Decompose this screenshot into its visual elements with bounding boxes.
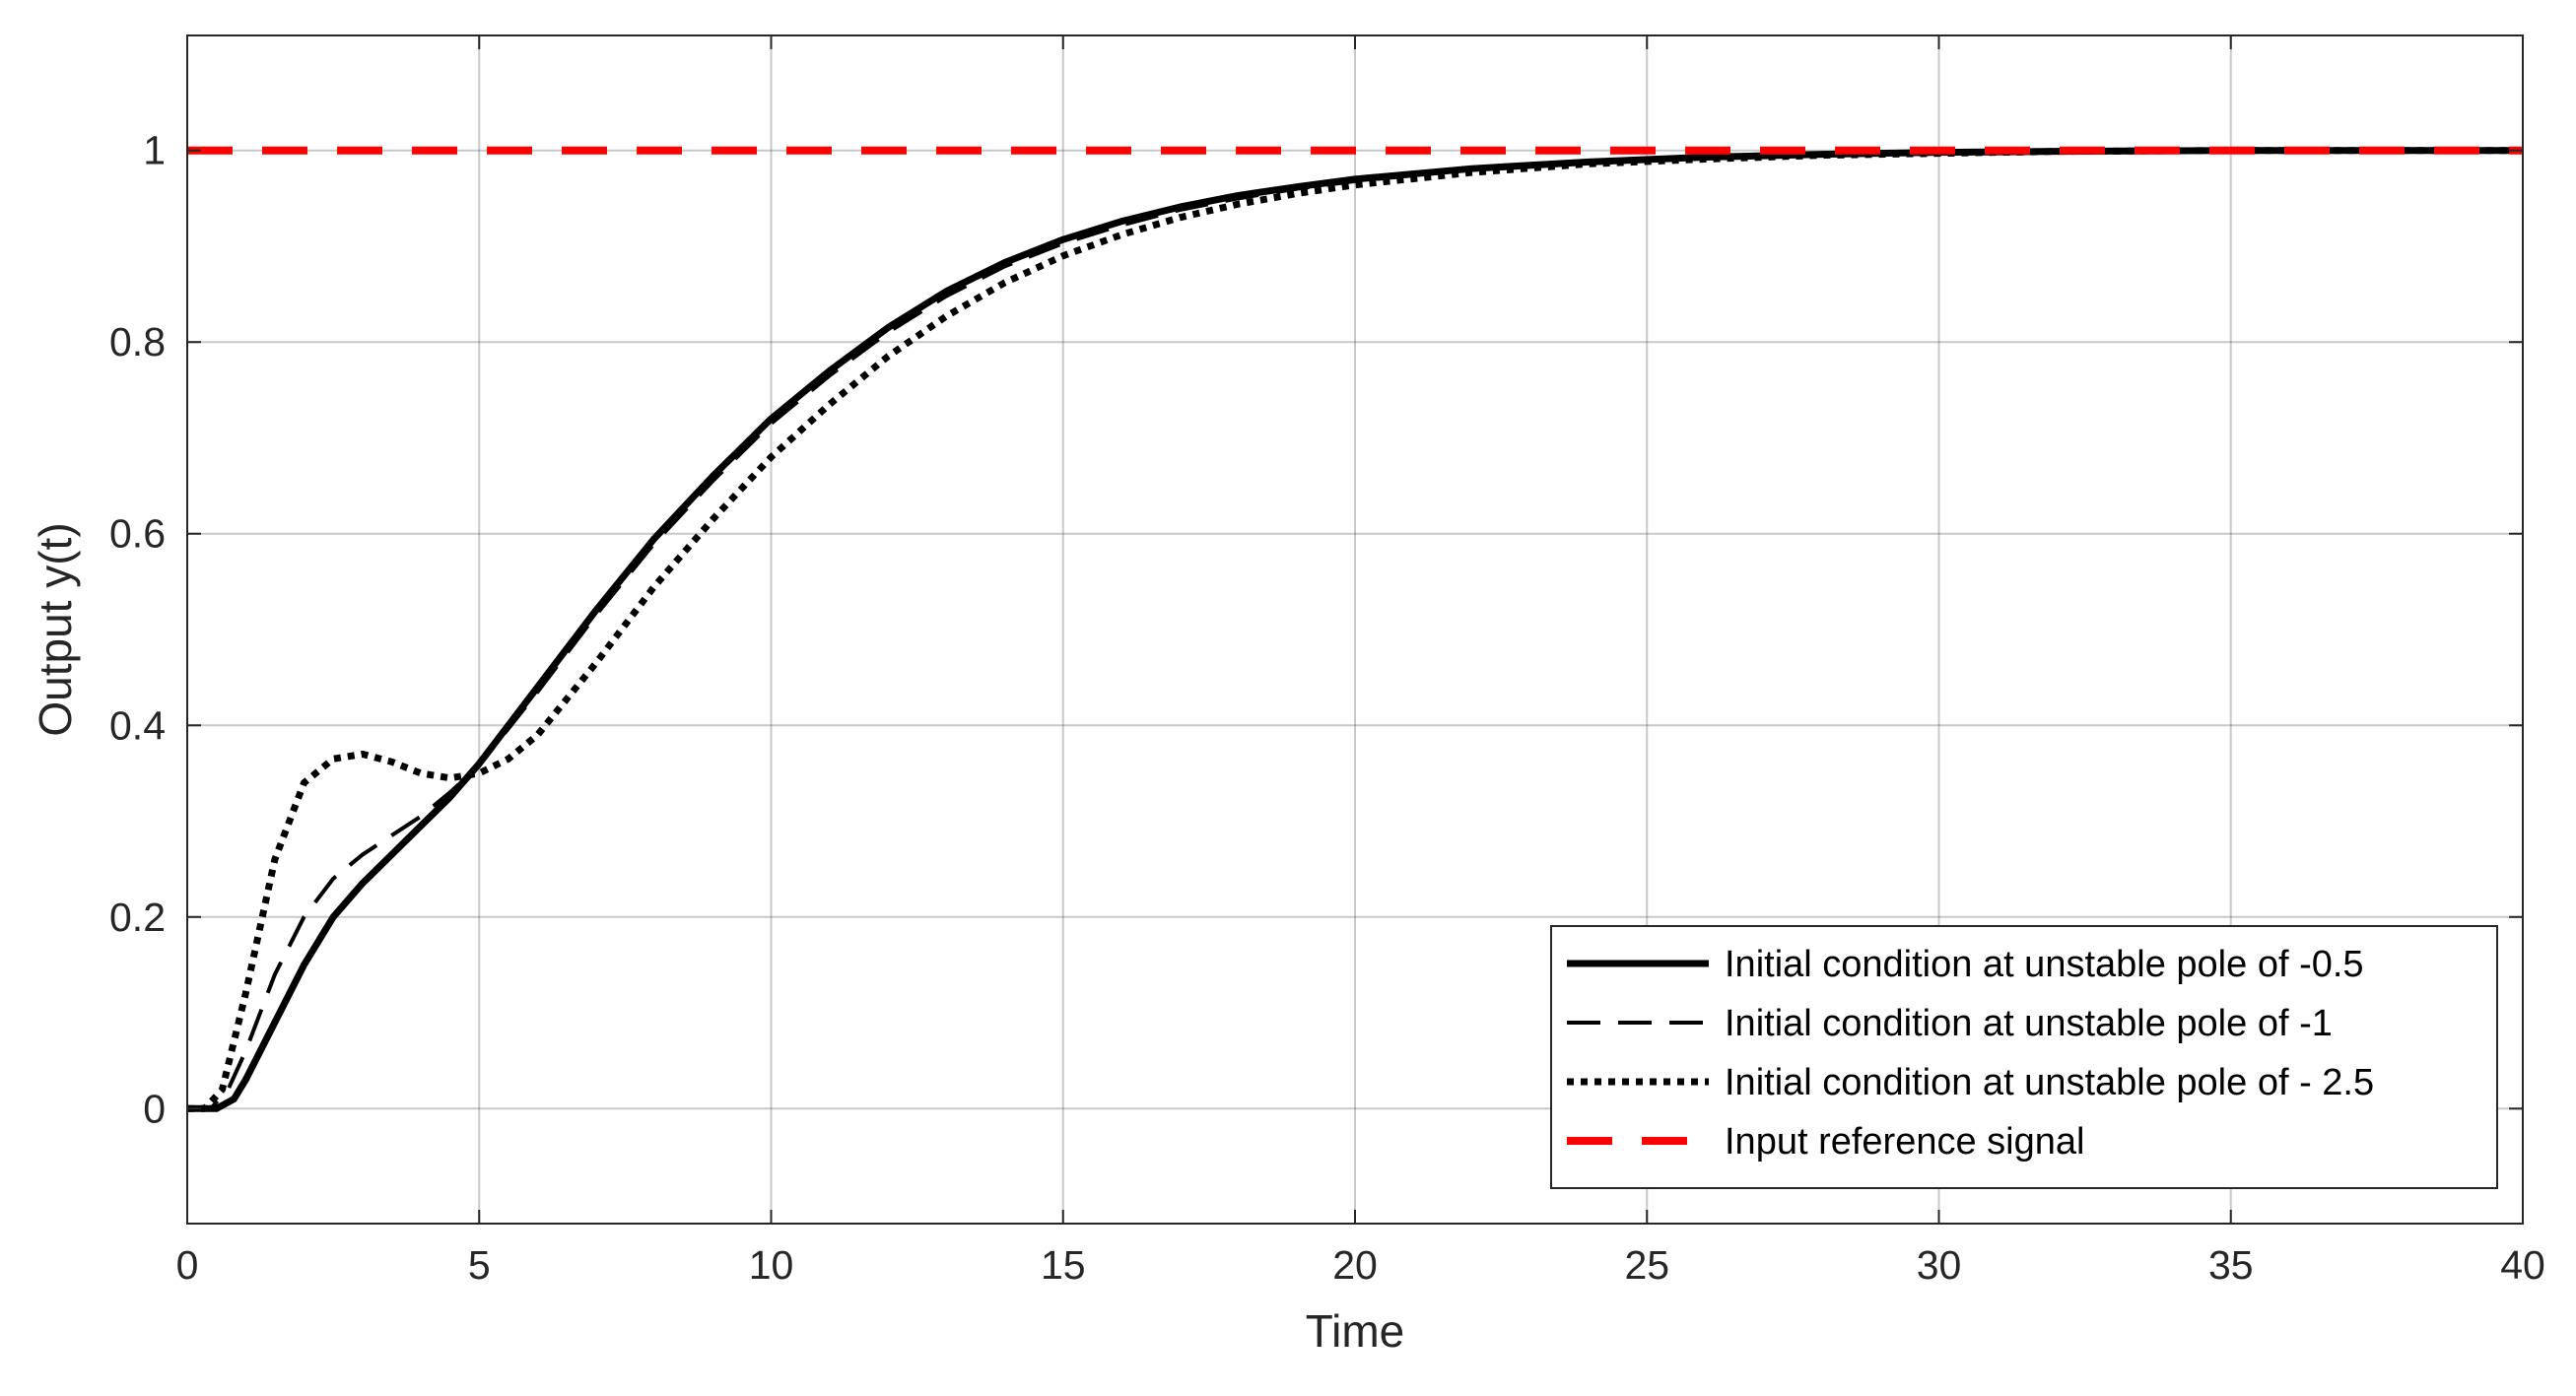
x-tick-label: 40 (2500, 1242, 2545, 1288)
x-tick-label: 0 (176, 1242, 199, 1288)
y-tick-label: 0 (143, 1086, 166, 1131)
x-tick-label: 15 (1041, 1242, 1086, 1288)
grid (187, 35, 2523, 1224)
legend-label: Initial condition at unstable pole of -1 (1725, 1003, 2333, 1044)
y-tick-label: 1 (143, 128, 166, 173)
legend-label: Input reference signal (1725, 1121, 2084, 1163)
plot-series (187, 146, 2523, 1112)
x-tick-label: 5 (468, 1242, 491, 1288)
series-line-2 (187, 148, 2523, 1111)
legend-label: Initial condition at unstable pole of - … (1725, 1062, 2374, 1103)
x-tick-label: 10 (749, 1242, 794, 1288)
x-axis-title: Time (1306, 1305, 1405, 1357)
y-tick-label: 0.8 (109, 319, 166, 365)
y-tick-label: 0.2 (109, 895, 166, 940)
legend-box (1550, 925, 2498, 1189)
x-tick-label: 30 (1917, 1242, 1962, 1288)
legend-label: Initial condition at unstable pole of -0… (1725, 944, 2364, 985)
axis-ticks: 0 5 10 15 20 25 30 35 40 0 0.2 0.4 0.6 0.8 1 (109, 35, 2545, 1288)
x-tick-label: 25 (1624, 1242, 1669, 1288)
y-tick-label: 0.4 (109, 702, 166, 748)
series-line-1 (187, 147, 2523, 1112)
legend-items: Initial condition at unstable pole of -0… (1567, 944, 2374, 1163)
y-axis-title: Output y(t) (30, 522, 81, 736)
x-tick-label: 35 (2208, 1242, 2254, 1288)
y-tick-label: 0.6 (109, 511, 166, 557)
legend: Initial condition at unstable pole of -0… (1550, 925, 2498, 1189)
x-tick-label: 20 (1332, 1242, 1378, 1288)
